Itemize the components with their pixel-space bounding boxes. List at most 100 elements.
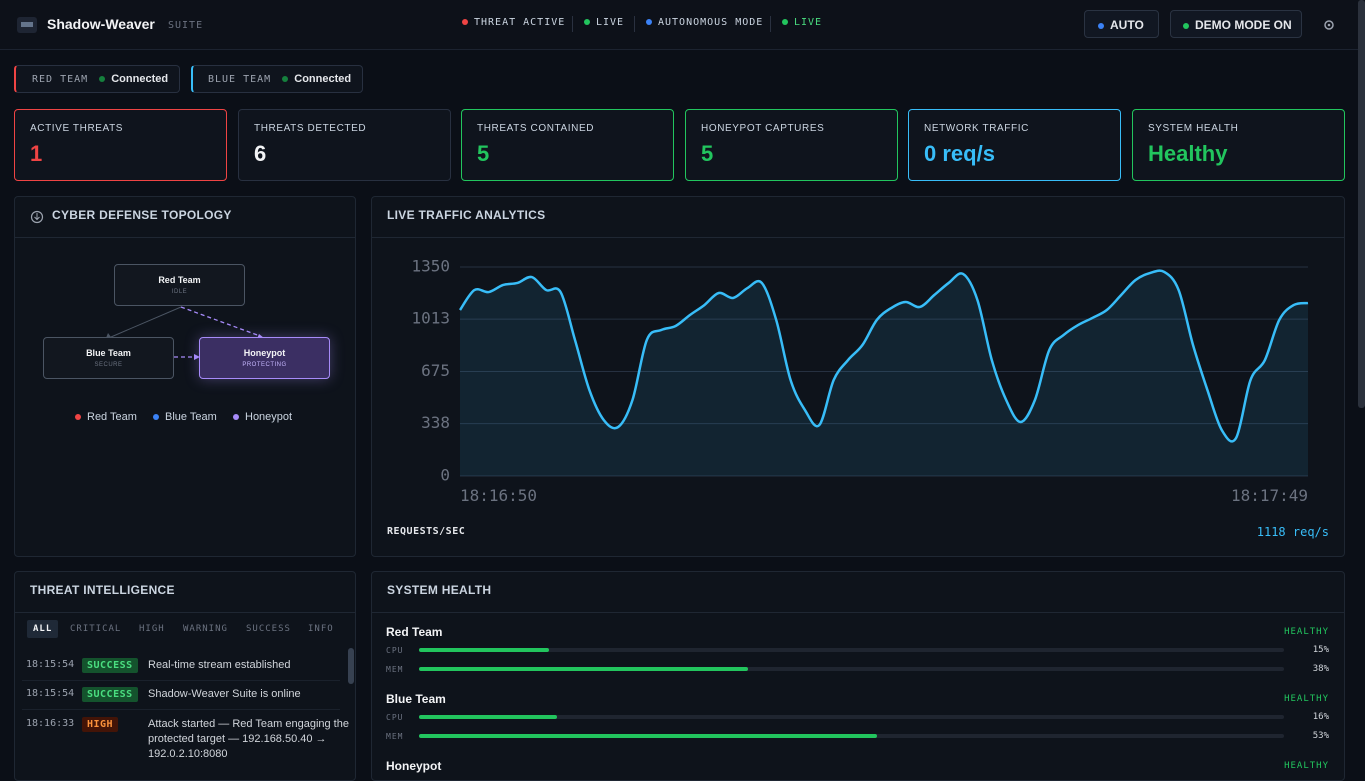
divider bbox=[372, 612, 1344, 613]
x-tick-label: 18:17:49 bbox=[1231, 486, 1308, 505]
node-status: PROTECTING bbox=[242, 362, 287, 368]
status-item: AUTONOMOUS MODE bbox=[646, 17, 763, 28]
state: Connected bbox=[294, 73, 352, 85]
metric-value: 15% bbox=[1312, 645, 1329, 655]
status-text: LIVE bbox=[596, 17, 625, 28]
page-scrollbar[interactable] bbox=[1358, 0, 1365, 408]
stat-label: HONEYPOT CAPTURES bbox=[701, 123, 825, 134]
stat-label: THREATS DETECTED bbox=[254, 123, 367, 134]
node-status: IDLE bbox=[171, 289, 188, 295]
filter-tab[interactable]: WARNING bbox=[183, 624, 228, 634]
metric-bar bbox=[419, 734, 878, 738]
stat-card: HONEYPOT CAPTURES 5 bbox=[685, 109, 898, 181]
node-label: Red Team bbox=[158, 275, 201, 285]
node-label: Honeypot bbox=[243, 348, 286, 358]
status-text: LIVE bbox=[794, 17, 823, 28]
y-tick-label: 1350 bbox=[411, 257, 450, 276]
node: Honeypot PROTECTING bbox=[199, 337, 330, 379]
legend-text: Red Team bbox=[87, 411, 137, 423]
metric-bar bbox=[419, 667, 748, 671]
filter-tab[interactable]: CRITICAL bbox=[70, 624, 122, 634]
divider bbox=[15, 612, 355, 613]
panel-title: CYBER DEFENSE TOPOLOGY bbox=[52, 208, 232, 222]
status-item: LIVE bbox=[782, 17, 822, 28]
node: Blue Team SECURE bbox=[43, 337, 174, 379]
y-tick-label: 0 bbox=[440, 466, 450, 485]
separator bbox=[572, 16, 573, 32]
auto-button[interactable]: AUTO bbox=[1084, 10, 1159, 38]
log-level: HIGH bbox=[82, 717, 119, 732]
link bbox=[110, 306, 182, 338]
status-item: LIVE bbox=[584, 17, 624, 28]
log-level: SUCCESS bbox=[82, 687, 138, 702]
legend-item: Blue Team bbox=[153, 411, 217, 423]
metric-bar bbox=[419, 648, 549, 652]
demo-button[interactable]: DEMO MODE ON bbox=[1170, 10, 1302, 38]
logo bbox=[17, 17, 37, 33]
link bbox=[180, 306, 261, 337]
health-panel: SYSTEM HEALTH bbox=[371, 571, 1345, 781]
stat-value: Healthy bbox=[1148, 141, 1228, 166]
connection-pill: BLUE TEAM Connected bbox=[191, 65, 363, 93]
filter-tab[interactable]: HIGH bbox=[139, 624, 165, 634]
filter-tab[interactable]: ALL bbox=[27, 620, 59, 638]
stat-label: NETWORK TRAFFIC bbox=[924, 123, 1029, 134]
metric-label: CPU bbox=[386, 713, 404, 722]
filter-tab[interactable]: SUCCESS bbox=[246, 624, 291, 634]
arrowhead bbox=[194, 354, 200, 360]
area bbox=[460, 270, 1308, 476]
health-status: HEALTHY bbox=[1284, 761, 1329, 771]
stat-card: SYSTEM HEALTH Healthy bbox=[1132, 109, 1345, 181]
button-text: DEMO MODE ON bbox=[1195, 18, 1292, 32]
x-tick-label: 18:16:50 bbox=[460, 486, 537, 505]
stat-value: 5 bbox=[477, 141, 490, 166]
stat-label: ACTIVE THREATS bbox=[30, 123, 124, 134]
stat-card: NETWORK TRAFFIC 0 req/s bbox=[908, 109, 1121, 181]
topology-links bbox=[106, 306, 264, 360]
connection-pill: RED TEAM Connected bbox=[14, 65, 180, 93]
status-text: THREAT ACTIVE bbox=[474, 17, 566, 28]
stat-card: THREATS DETECTED 6 bbox=[238, 109, 451, 181]
metric-track bbox=[419, 715, 1284, 719]
arrowhead bbox=[106, 333, 111, 338]
panel-title: LIVE TRAFFIC ANALYTICS bbox=[387, 208, 546, 222]
node-status: SECURE bbox=[94, 362, 123, 368]
panel-title: SYSTEM HEALTH bbox=[387, 583, 492, 597]
brand: Shadow-Weaver bbox=[47, 16, 155, 32]
legend-item: Honeypot bbox=[233, 411, 292, 423]
footer-value: 1118 req/s bbox=[1256, 525, 1329, 539]
metric-value: 53% bbox=[1312, 731, 1329, 741]
stat-card: THREATS CONTAINED 5 bbox=[461, 109, 674, 181]
stat-value: 0 req/s bbox=[924, 141, 995, 166]
settings-icon[interactable] bbox=[1322, 18, 1336, 32]
intel-panel: THREAT INTELLIGENCE bbox=[14, 571, 356, 781]
footer-label: REQUESTS/SEC bbox=[387, 526, 466, 537]
metric-value: 38% bbox=[1312, 664, 1329, 674]
traffic-panel: LIVE TRAFFIC ANALYTICS REQUESTS/SEC 1118… bbox=[371, 196, 1345, 557]
separator bbox=[770, 16, 771, 32]
topology-icon bbox=[30, 210, 44, 224]
health-status: HEALTHY bbox=[1284, 694, 1329, 704]
scrollbar[interactable] bbox=[348, 648, 354, 684]
panel-title: THREAT INTELLIGENCE bbox=[30, 583, 175, 597]
log-time: 18:16:33 bbox=[26, 718, 75, 729]
stat-label: THREATS CONTAINED bbox=[477, 123, 595, 134]
log-time: 18:15:54 bbox=[26, 659, 75, 670]
y-tick-label: 338 bbox=[421, 413, 450, 432]
separator bbox=[634, 16, 635, 32]
legend-text: Blue Team bbox=[165, 411, 217, 423]
health-name: Honeypot bbox=[386, 759, 442, 773]
status-item: THREAT ACTIVE bbox=[462, 17, 565, 28]
stat-card: ACTIVE THREATS 1 bbox=[14, 109, 227, 181]
button-text: AUTO bbox=[1110, 18, 1144, 32]
legend-text: Honeypot bbox=[245, 411, 293, 423]
line bbox=[458, 269, 1309, 443]
y-tick-label: 675 bbox=[421, 361, 450, 380]
topology-panel: CYBER DEFENSE TOPOLOGY Red Team IDLE Blue… bbox=[14, 196, 356, 557]
node-label: Blue Team bbox=[86, 348, 131, 358]
log-divider bbox=[22, 680, 340, 681]
health-status: HEALTHY bbox=[1284, 627, 1329, 637]
filter-tab[interactable]: INFO bbox=[308, 624, 334, 634]
log-time: 18:15:54 bbox=[26, 688, 75, 699]
metric-track bbox=[419, 667, 1284, 671]
